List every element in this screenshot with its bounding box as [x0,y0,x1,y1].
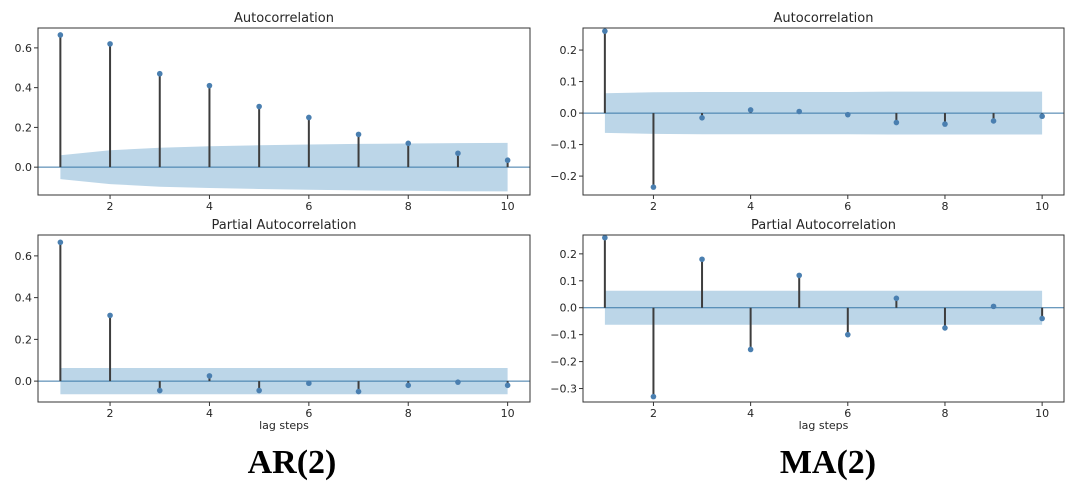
axes-frame [582,234,1065,403]
marker-lag-4 [206,82,213,89]
x-tick-label: 4 [747,200,754,213]
x-tick-label: 6 [305,407,312,420]
marker-lag-4 [747,107,754,113]
marker-lag-1 [57,32,64,38]
marker-lag-8 [405,140,412,147]
marker-lag-10 [1039,315,1045,322]
marker-lag-9 [990,303,997,310]
ma-pacf-panel: 2 4 6 8 10 0.2 0.1 0.0 −0.1 −0.2 −0.3 Partial Autoc… [550,218,1065,432]
marker-lag-1 [602,234,608,241]
chart-title: Partial Autocorrelation [212,218,357,233]
marker-lag-5 [256,387,262,394]
marker-lag-6 [306,380,312,387]
x-tick-label: 8 [941,200,948,213]
ar-acf-panel: 2 4 6 8 10 0.0 0.2 0.4 0.6 Autocorrelation [15,11,531,213]
marker-lag-5 [796,108,803,115]
marker-lag-1 [602,28,608,34]
marker-lag-7 [893,119,900,126]
marker-lag-9 [455,379,461,385]
y-tick-label: −0.2 [550,170,577,183]
axes-frame [37,234,531,403]
chart-title: Autocorrelation [774,11,874,26]
y-tick-label: 0.2 [15,333,33,346]
x-tick-label: 8 [405,407,412,420]
marker-lag-8 [942,325,948,331]
marker-lag-4 [206,373,213,379]
marker-lag-5 [796,272,803,279]
marker-lag-6 [306,114,312,121]
y-tick-label: 0.0 [560,107,578,120]
ma2-label: MA(2) [780,444,876,481]
y-tick-label: 0.4 [15,82,33,95]
marker-lag-2 [650,184,657,190]
axes-frame [582,27,1065,196]
x-tick-label: 8 [405,200,412,213]
y-tick-label: 0.0 [15,375,33,388]
marker-lag-10 [504,157,511,164]
marker-lag-7 [893,295,900,302]
x-tick-label: 2 [650,407,657,420]
x-tick-label: 4 [206,200,213,213]
x-tick-label: 2 [650,200,657,213]
axes-frame [37,27,531,196]
y-tick-label: −0.1 [550,139,577,152]
x-tick-label: 4 [747,407,754,420]
marker-lag-3 [156,70,163,77]
x-tick-label: 2 [107,407,114,420]
marker-lag-7 [355,131,362,138]
marker-lag-9 [990,118,997,124]
x-tick-label: 10 [501,200,515,213]
x-tick-label: 10 [1035,200,1049,213]
marker-lag-3 [699,115,705,121]
marker-lag-9 [455,150,461,157]
y-tick-label: 0.2 [15,121,33,134]
x-tick-label: 8 [941,407,948,420]
y-tick-label: 0.0 [560,302,578,315]
marker-lag-8 [942,121,948,127]
ar2-label: AR(2) [248,444,337,481]
x-tick-label: 6 [844,407,851,420]
y-tick-label: 0.1 [560,275,578,288]
y-tick-label: 0.6 [15,42,33,55]
y-tick-label: 0.4 [15,292,33,305]
y-tick-label: 0.0 [15,161,33,174]
x-tick-label: 4 [206,407,213,420]
x-axis-label: lag steps [799,419,849,432]
y-tick-label: 0.6 [15,250,33,263]
x-tick-label: 10 [501,407,515,420]
x-tick-label: 10 [1035,407,1049,420]
marker-lag-3 [699,256,705,263]
ar-pacf-panel: 2 4 6 8 10 0.0 0.2 0.4 0.6 Partial Autocorrelatio… [15,218,531,432]
marker-lag-6 [844,111,851,118]
y-tick-label: 0.2 [560,44,578,57]
marker-lag-7 [355,388,362,395]
marker-lag-2 [107,41,113,47]
x-tick-label: 6 [844,200,851,213]
marker-lag-2 [107,312,113,319]
marker-lag-10 [1039,113,1045,120]
y-tick-label: −0.2 [550,356,577,369]
y-tick-label: −0.3 [550,383,577,396]
chart-title: Autocorrelation [234,11,334,26]
marker-lag-3 [156,387,163,394]
marker-lag-5 [256,103,262,110]
marker-lag-1 [57,239,64,246]
y-tick-label: 0.1 [560,76,578,89]
ma-acf-panel: 2 4 6 8 10 0.2 0.1 0.0 −0.1 −0.2 Autocorrelation [550,11,1065,213]
marker-lag-2 [650,393,657,400]
chart-title: Partial Autocorrelation [751,218,896,233]
x-tick-label: 6 [305,200,312,213]
y-tick-label: −0.1 [550,329,577,342]
y-tick-label: 0.2 [560,248,578,261]
marker-lag-6 [844,331,851,338]
x-axis-label: lag steps [259,419,309,432]
x-tick-label: 2 [107,200,114,213]
marker-lag-10 [504,382,511,389]
marker-lag-8 [405,382,412,389]
marker-lag-4 [747,346,754,353]
